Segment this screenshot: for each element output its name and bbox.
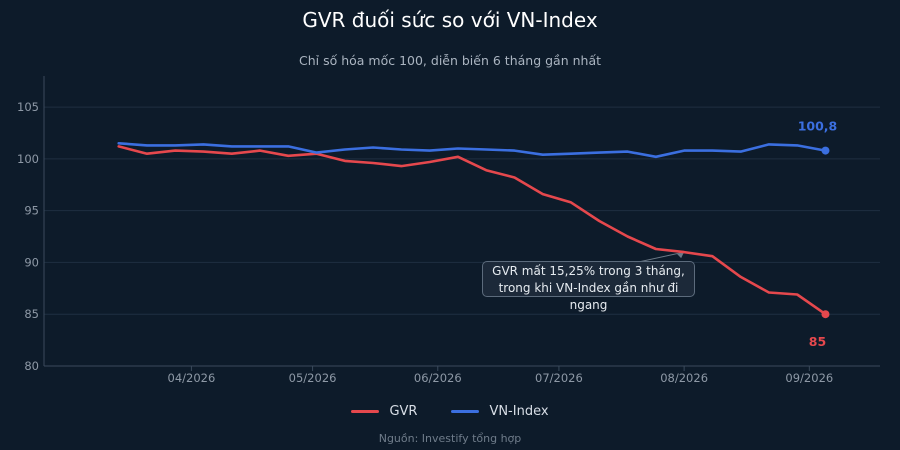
y-tick-label-95: 95 [24, 204, 39, 218]
x-tick-label-1: 05/2026 [289, 371, 337, 385]
y-tick-label-100: 100 [17, 152, 39, 166]
x-tick-label-4: 08/2026 [660, 371, 708, 385]
y-tick-label-90: 90 [24, 255, 39, 269]
legend-label-vnindex: VN-Index [489, 404, 549, 419]
y-tick-label-105: 105 [17, 100, 39, 114]
end-point-vnindex [821, 146, 830, 155]
chart-title: GVR đuối sức so với VN-Index [302, 8, 598, 32]
annotation-box: GVR mất 15,25% trong 3 tháng, trong khi … [482, 261, 695, 312]
source-note: Nguồn: Investify tổng hợp [378, 432, 522, 445]
x-tick-label-5: 09/2026 [785, 371, 833, 385]
series-line-gvr [117, 145, 827, 316]
end-point-gvr [821, 310, 830, 319]
x-tick-label-2: 06/2026 [414, 371, 462, 385]
x-tick-label-3: 07/2026 [535, 371, 583, 385]
chart-subtitle: Chỉ số hóa mốc 100, diễn biến 6 tháng gầ… [298, 53, 602, 68]
x-tick-label-0: 04/2026 [168, 371, 216, 385]
annotation-arrowhead [677, 252, 685, 259]
end-label-gvr: 85 [809, 334, 826, 349]
y-tick-label-85: 85 [24, 307, 39, 321]
legend-swatch-vnindex [451, 410, 480, 413]
legend-item-vnindex[interactable]: VN-Index [451, 404, 549, 419]
y-tick-label-80: 80 [24, 359, 39, 373]
annotation-line-2: trong khi VN-Index gần như đi ngang [498, 281, 679, 312]
end-label-vnindex: 100,8 [798, 119, 838, 134]
annotation-line-1: GVR mất 15,25% trong 3 tháng, [492, 264, 685, 278]
legend-item-gvr[interactable]: GVR [351, 404, 417, 419]
series-line-vnindex [117, 142, 827, 159]
legend-swatch-gvr [351, 410, 380, 413]
legend-label-gvr: GVR [389, 404, 418, 419]
legend: GVR VN-Index [0, 404, 900, 419]
